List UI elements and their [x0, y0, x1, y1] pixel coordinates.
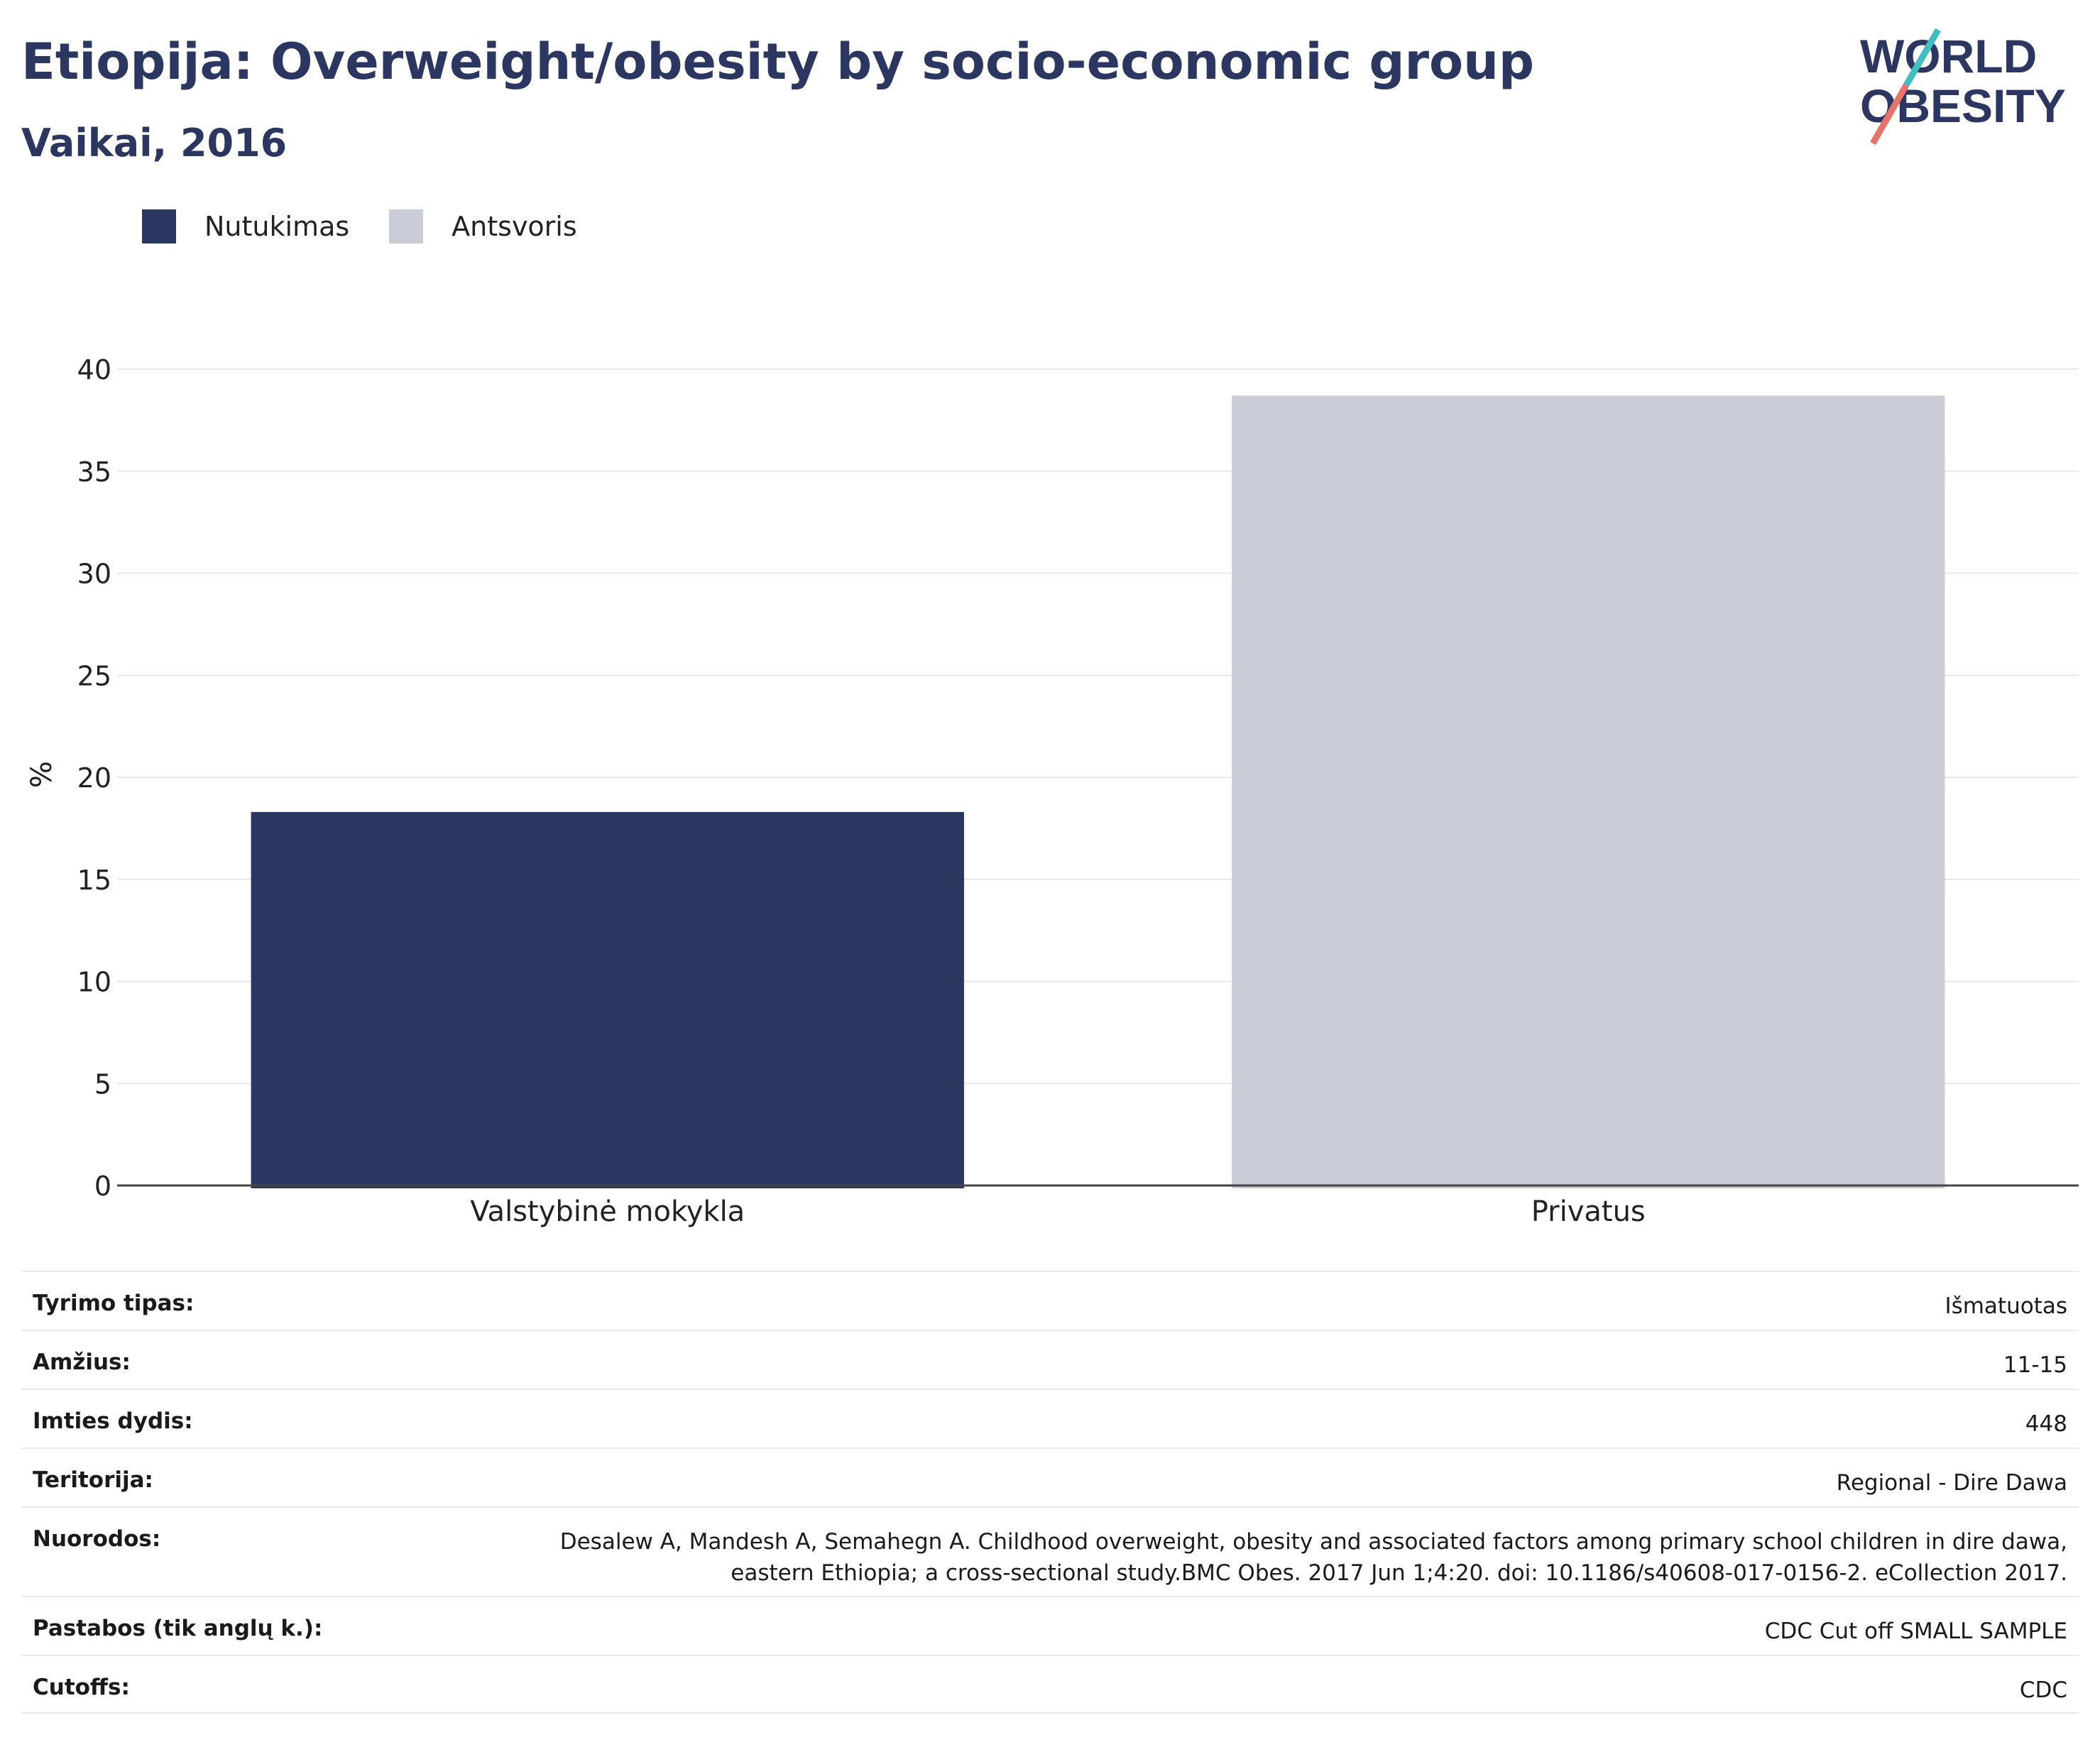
y-tick-label: 15	[77, 865, 111, 896]
y-tick-label: 30	[77, 559, 111, 590]
info-key: Tyrimo tipas:	[33, 1291, 195, 1316]
legend-item-antsvoris[interactable]: Antsvoris	[389, 209, 577, 243]
info-row: Teritorija: Regional - Dire Dawa	[21, 1447, 2079, 1506]
bar-antsvoris-1	[1232, 395, 1945, 1188]
y-tick-label: 25	[77, 660, 111, 691]
chart-subtitle: Vaikai, 2016	[21, 121, 288, 165]
legend-swatch-nutukimas	[142, 209, 176, 243]
world-obesity-logo: WORLD OBESITY	[1860, 28, 2066, 146]
bar-nutukimas-0	[251, 811, 964, 1188]
legend-item-nutukimas[interactable]: Nutukimas	[142, 209, 349, 243]
info-row: Pastabos (tik anglų k.): CDC Cut off SMAL…	[21, 1596, 2079, 1655]
info-key: Nuorodos:	[33, 1526, 161, 1552]
info-row: Tyrimo tipas: Išmatuotas	[21, 1271, 2079, 1330]
info-key: Teritorija:	[33, 1467, 153, 1493]
y-tick-label: 35	[77, 456, 111, 488]
bar-chart: 0 5 10 15 20 25 30 35 40 Valstybinė mokykla Privat…	[77, 354, 2079, 1228]
info-row: Nuorodos: Desalew A, Mandesh A, Semahegn …	[21, 1506, 2079, 1596]
logo-line1: WORLD	[1860, 30, 2037, 82]
legend-label-antsvoris: Antsvoris	[452, 211, 577, 242]
y-tick-label: 5	[94, 1068, 111, 1100]
y-tick-label: 10	[77, 967, 111, 998]
info-key: Pastabos (tik anglų k.):	[33, 1616, 323, 1641]
x-tick-label: Privatus	[1531, 1195, 1646, 1228]
info-value: 11-15	[2003, 1352, 2067, 1378]
info-table: Tyrimo tipas: Išmatuotas Amžius: 11-15 Imtie…	[21, 1271, 2079, 1714]
chart-title: Etiopija: Overweight/obesity by socio-ec…	[21, 33, 1535, 91]
y-tick-label: 20	[77, 762, 111, 794]
info-value: CDC Cut off SMALL SAMPLE	[1764, 1619, 2067, 1644]
info-value: Regional - Dire Dawa	[1836, 1470, 2067, 1496]
info-row: Amžius: 11-15	[21, 1330, 2079, 1389]
info-row: Imties dydis: 448	[21, 1389, 2079, 1447]
info-value: Desalew A, Mandesh A, Semahegn A. Childh…	[559, 1529, 2067, 1586]
info-value: CDC	[2019, 1677, 2067, 1703]
legend: Nutukimas Antsvoris	[142, 209, 617, 243]
legend-label-nutukimas: Nutukimas	[204, 211, 350, 242]
info-value: 448	[2025, 1411, 2067, 1437]
info-value: Išmatuotas	[1945, 1293, 2067, 1319]
info-key: Imties dydis:	[33, 1408, 193, 1434]
info-key: Cutoffs:	[33, 1675, 130, 1700]
y-tick-label: 40	[77, 354, 111, 385]
info-key: Amžius:	[33, 1349, 131, 1375]
y-tick-label: 0	[94, 1171, 111, 1202]
legend-swatch-antsvoris	[389, 209, 424, 243]
info-row: Cutoffs: CDC	[21, 1655, 2079, 1714]
x-tick-label: Valstybinė mokykla	[470, 1195, 745, 1228]
